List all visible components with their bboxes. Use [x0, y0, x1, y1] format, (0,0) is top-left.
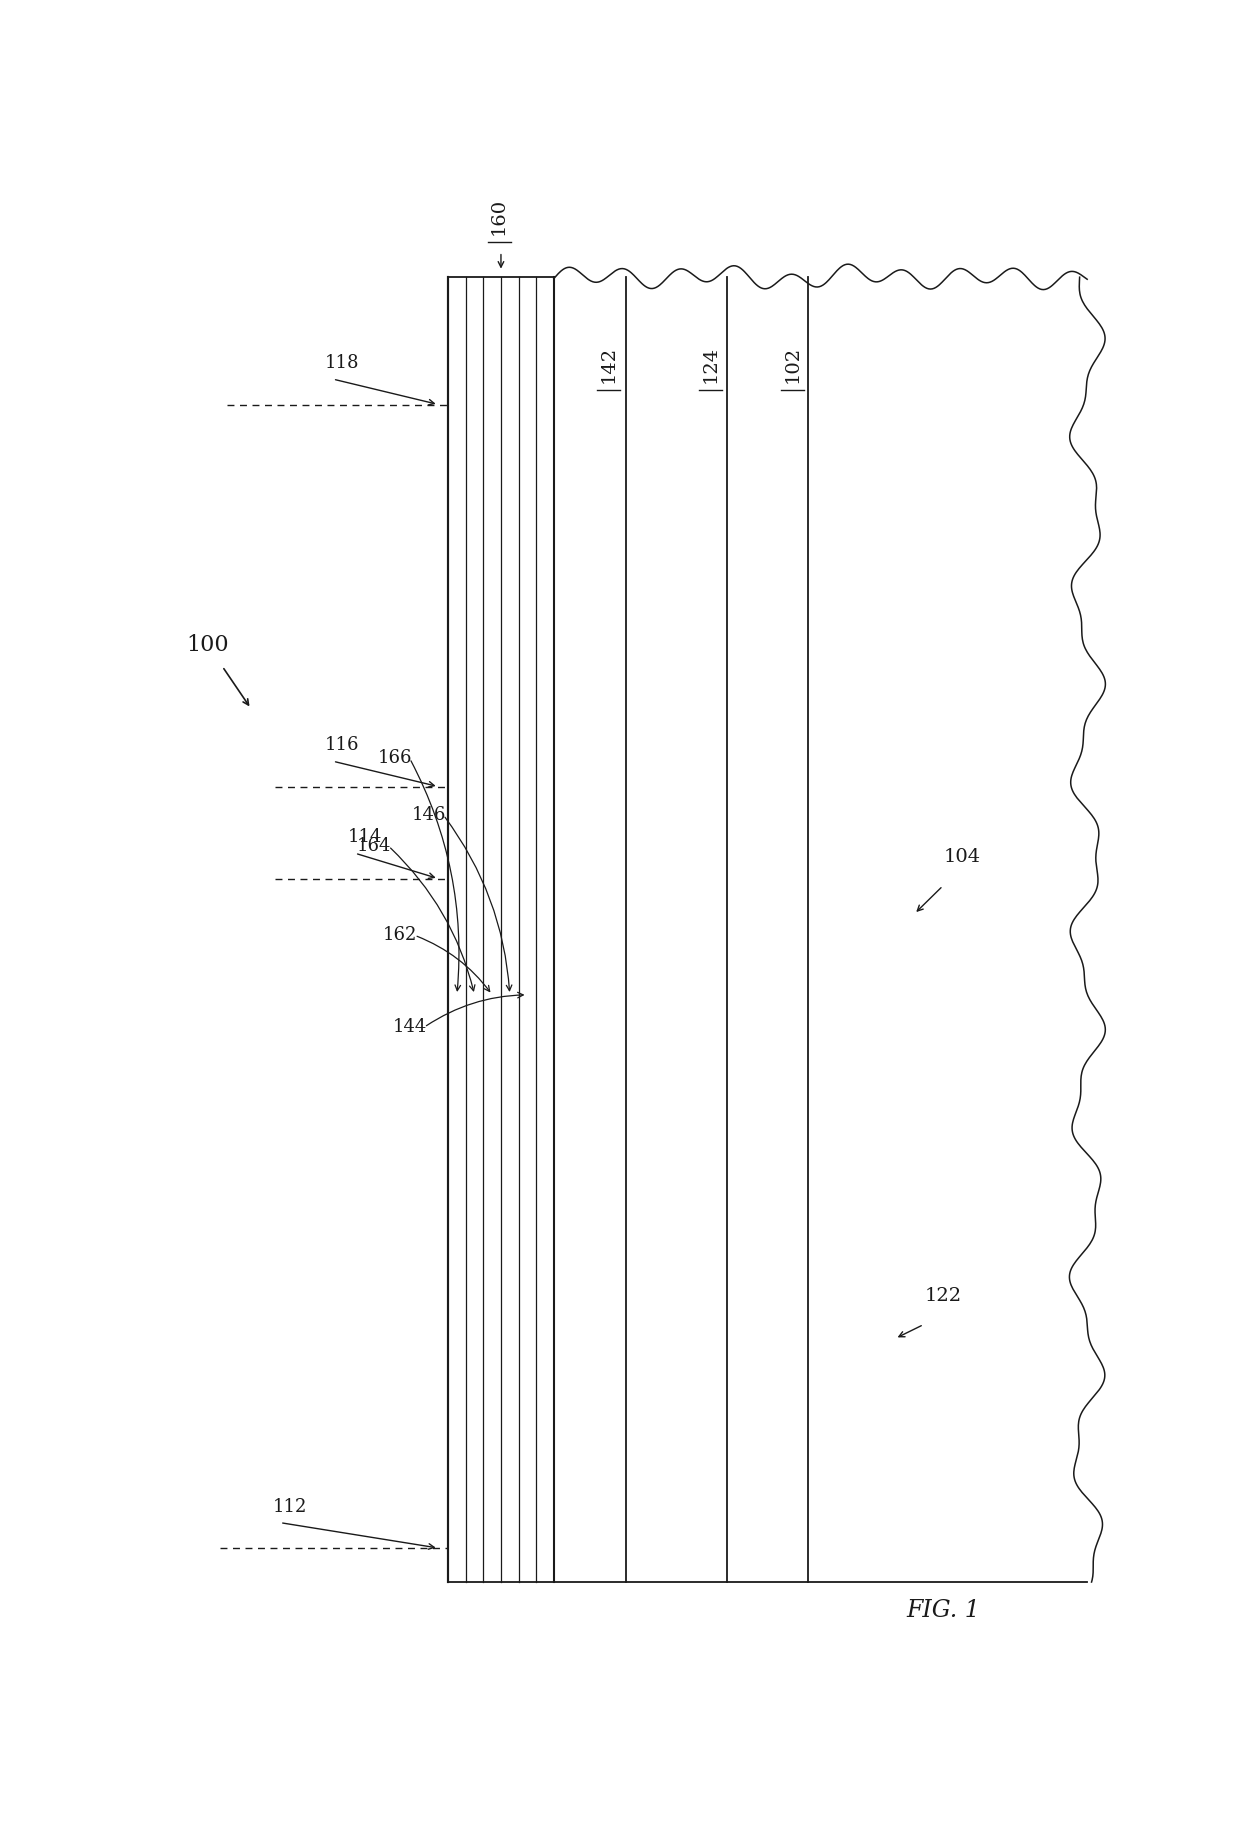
Text: 160: 160 [490, 199, 508, 235]
Text: 162: 162 [383, 926, 417, 945]
Text: 142: 142 [600, 346, 618, 384]
Text: 114: 114 [347, 829, 382, 845]
Text: 112: 112 [273, 1498, 306, 1516]
Text: 124: 124 [702, 346, 719, 384]
Text: 102: 102 [784, 346, 801, 384]
Text: 122: 122 [925, 1287, 961, 1305]
Text: 166: 166 [378, 750, 413, 766]
Text: 104: 104 [944, 849, 981, 866]
Text: 118: 118 [325, 355, 360, 371]
Text: FIG. 1: FIG. 1 [906, 1599, 980, 1621]
Text: 164: 164 [357, 836, 392, 855]
Text: 144: 144 [393, 1018, 427, 1037]
Text: 116: 116 [325, 735, 360, 754]
Text: 100: 100 [186, 634, 229, 656]
Text: 146: 146 [412, 807, 446, 823]
